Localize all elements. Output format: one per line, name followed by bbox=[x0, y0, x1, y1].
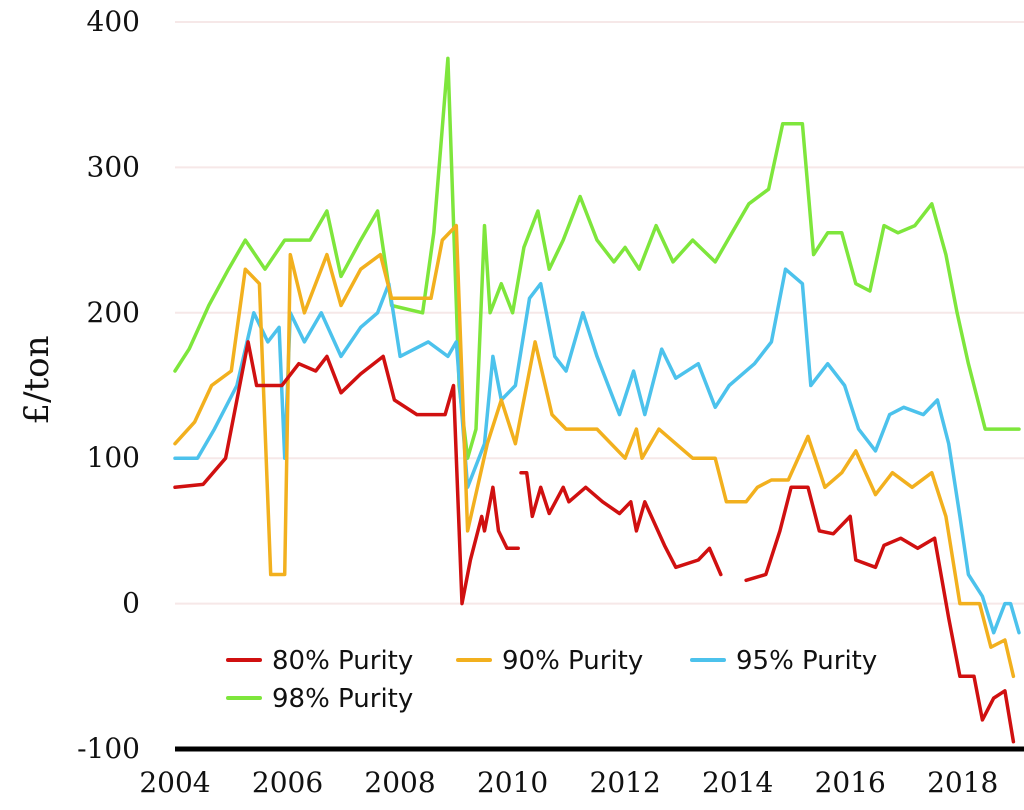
legend-label: 80% Purity bbox=[272, 646, 413, 676]
y-tick-label: 200 bbox=[87, 296, 140, 329]
legend-label: 98% Purity bbox=[272, 684, 413, 714]
y-tick-label: 300 bbox=[87, 150, 140, 183]
y-axis-label: £/ton bbox=[17, 335, 57, 424]
x-tick-label: 2018 bbox=[927, 766, 998, 799]
y-tick-label: -100 bbox=[77, 732, 140, 765]
legend-label: 90% Purity bbox=[502, 646, 643, 676]
x-tick-label: 2012 bbox=[590, 766, 661, 799]
x-tick-label: 2008 bbox=[364, 766, 435, 799]
legend-label: 95% Purity bbox=[736, 646, 877, 676]
series-line-95-purity bbox=[173, 267, 1021, 635]
series-line-80-purity bbox=[744, 485, 1016, 744]
x-tick-label: 2006 bbox=[252, 766, 323, 799]
x-tick-label: 2004 bbox=[139, 766, 210, 799]
gridlines bbox=[175, 21, 1024, 605]
series-line-80-purity bbox=[173, 340, 520, 606]
x-tick-label: 2014 bbox=[702, 766, 773, 799]
x-tick-label: 2010 bbox=[477, 766, 548, 799]
x-axis-tick-labels: 2004 2006 2008 2010 2012 2014 2016 2018 bbox=[139, 766, 998, 799]
y-tick-label: 0 bbox=[122, 587, 140, 620]
series-line-80-purity bbox=[519, 470, 723, 577]
legend: 80% Purity 90% Purity 95% Purity 98% Purity bbox=[226, 646, 877, 714]
y-tick-label: 400 bbox=[87, 5, 140, 38]
y-tick-label: 100 bbox=[87, 441, 140, 474]
series-lines bbox=[173, 56, 1021, 744]
y-axis-tick-labels: -100 0 100 200 300 400 bbox=[77, 5, 140, 765]
series-line-90-purity bbox=[173, 223, 1016, 679]
series-line-98-purity bbox=[173, 56, 1021, 460]
x-tick-label: 2016 bbox=[815, 766, 886, 799]
